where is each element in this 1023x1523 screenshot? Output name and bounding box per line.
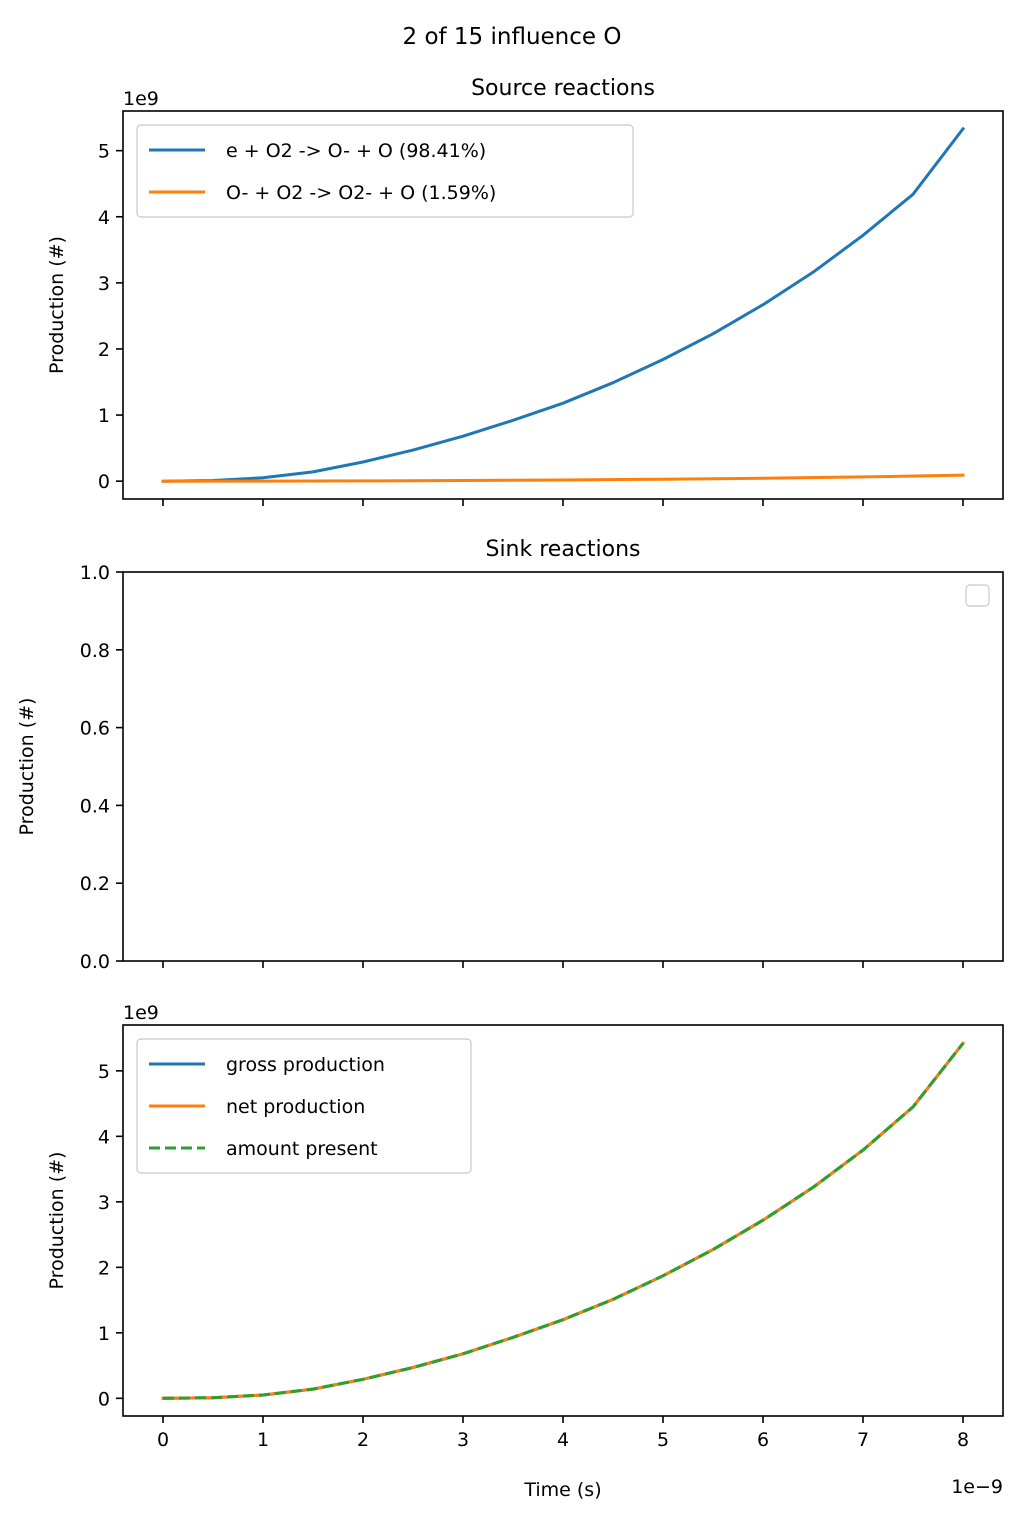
figure-suptitle: 2 of 15 influence O xyxy=(403,24,622,50)
y-tick-label-1-5: 5 xyxy=(98,141,110,163)
legend-entry-3-1: gross production xyxy=(226,1054,385,1076)
x-tick-label-3-2: 2 xyxy=(357,1429,369,1451)
y-tick-label-2-3: 0.6 xyxy=(80,718,110,740)
subplot-1: Source reactions 0 1 2 3 4 5 Production (#) 1e9 e… xyxy=(46,76,1004,506)
series-line-1-1 xyxy=(161,126,966,483)
legend-box-1 xyxy=(136,124,634,218)
legend-box-empty-2 xyxy=(965,584,990,607)
y-axis-label-2: Production (#) xyxy=(16,698,38,836)
legend-entry-1-2: O- + O2 -> O2- + O (1.59%) xyxy=(226,182,496,204)
subplot-1-series-group xyxy=(161,126,966,483)
legend-3: gross production net production amount pre… xyxy=(136,1038,472,1174)
x-axis-label-3: Time (s) xyxy=(523,1479,601,1501)
x-tick-label-3-0: 0 xyxy=(157,1429,169,1451)
legend-entry-1-1: e + O2 -> O- + O (98.41%) xyxy=(226,140,486,162)
y-tick-label-1-3: 3 xyxy=(98,273,110,295)
series-line-1-2 xyxy=(161,473,965,483)
x-tick-label-3-7: 7 xyxy=(857,1429,869,1451)
y-tick-label-3-3: 3 xyxy=(98,1192,110,1214)
y-offset-label-3: 1e9 xyxy=(123,1002,159,1024)
legend-box-3 xyxy=(136,1038,472,1174)
legend-1: e + O2 -> O- + O (98.41%) O- + O2 -> O2- … xyxy=(136,124,634,218)
y-axis-label-1: Production (#) xyxy=(46,236,68,374)
y-tick-label-1-0: 0 xyxy=(98,471,110,493)
x-tick-label-3-6: 6 xyxy=(757,1429,769,1451)
y-offset-label-1: 1e9 xyxy=(123,88,159,110)
y-tick-label-3-1: 1 xyxy=(98,1323,110,1345)
y-tick-label-2-0: 0.0 xyxy=(80,951,110,973)
y-tick-label-3-0: 0 xyxy=(98,1388,110,1410)
y-tick-label-1-1: 1 xyxy=(98,405,110,427)
y-tick-label-2-5: 1.0 xyxy=(80,562,110,584)
y-tick-label-1-2: 2 xyxy=(98,339,110,361)
y-tick-label-2-2: 0.4 xyxy=(80,795,110,817)
y-axis-label-3: Production (#) xyxy=(46,1152,68,1290)
subplot-3: 0 1 2 3 4 5 6 7 8 0 1 2 3 4 5 Production (#) 1e9 Time (s)… xyxy=(46,1002,1004,1501)
legend-2 xyxy=(965,584,990,607)
x-offset-label-3: 1e−9 xyxy=(951,1476,1003,1498)
subplot-2-title: Sink reactions xyxy=(485,537,640,562)
y-tick-label-2-1: 0.2 xyxy=(80,873,110,895)
x-tick-label-3-3: 3 xyxy=(457,1429,469,1451)
y-tick-label-3-2: 2 xyxy=(98,1257,110,1279)
subplot-1-title: Source reactions xyxy=(471,76,655,101)
legend-entry-3-3: amount present xyxy=(226,1138,378,1160)
plots-container: Source reactions 0 1 2 3 4 5 Production (#) 1e9 e… xyxy=(16,76,1004,1501)
x-tick-label-3-5: 5 xyxy=(657,1429,669,1451)
x-tick-label-3-4: 4 xyxy=(557,1429,569,1451)
y-tick-label-2-4: 0.8 xyxy=(80,640,110,662)
subplot-3-series-group xyxy=(161,1041,966,1400)
series-line-3-3 xyxy=(162,1042,965,1400)
y-tick-label-3-5: 5 xyxy=(98,1061,110,1083)
x-tick-label-3-1: 1 xyxy=(257,1429,269,1451)
subplot-2: Sink reactions 0.0 0.2 0.4 0.6 0.8 1.0 Producti… xyxy=(16,537,1004,973)
y-tick-label-1-4: 4 xyxy=(98,207,110,229)
legend-entry-3-2: net production xyxy=(226,1096,365,1118)
y-tick-label-3-4: 4 xyxy=(98,1126,110,1148)
x-tick-label-3-8: 8 xyxy=(957,1429,969,1451)
